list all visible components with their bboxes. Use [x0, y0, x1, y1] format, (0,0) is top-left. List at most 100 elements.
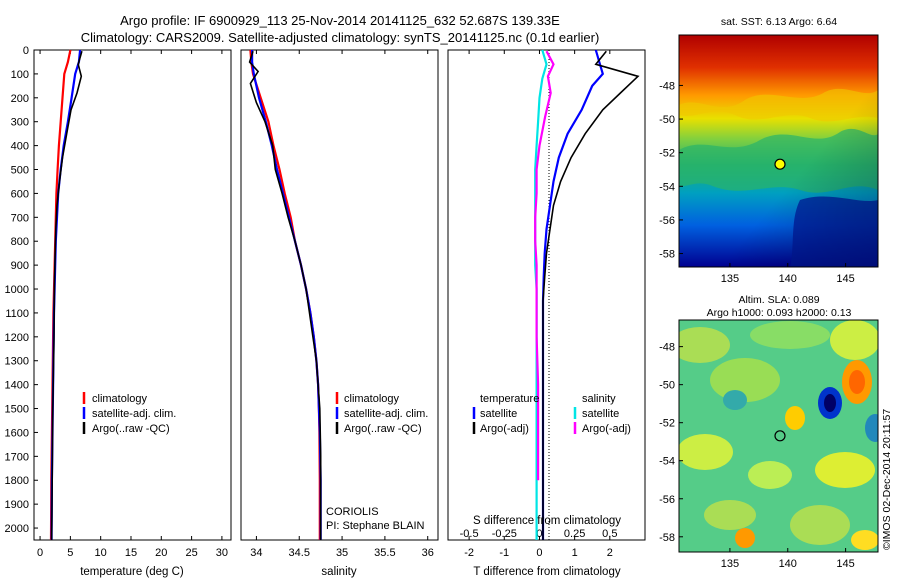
- sst-shade: [679, 35, 878, 267]
- salinity-axes-box: [240, 49, 439, 541]
- legend-label-climatology: climatology: [92, 393, 148, 405]
- lat-tick-label: -52: [659, 418, 675, 430]
- y-tick-label: 1700: [5, 451, 29, 463]
- series-line-temperature-argo-adj-: [542, 50, 640, 540]
- pi-name-label: PI: Stephane BLAIN: [326, 520, 425, 532]
- sla-blob: [851, 530, 878, 550]
- temperature-legend: climatology satellite-adj. clim. Argo(..…: [82, 392, 176, 435]
- y-tick-label: 100: [11, 69, 29, 81]
- lat-tick-label: -56: [659, 494, 675, 506]
- s-diff-tick-label: -0.5: [460, 528, 479, 540]
- y-tick-label: 1500: [5, 404, 29, 416]
- x-tick-label: 30: [216, 547, 228, 559]
- sla-blob: [679, 327, 730, 363]
- sst-map-frame: [678, 34, 879, 268]
- lon-tick-label: 135: [721, 273, 739, 285]
- legend-label-argo: Argo(..raw -QC): [92, 423, 170, 435]
- sla-blob: [824, 394, 836, 412]
- lat-tick-label: -58: [659, 249, 675, 261]
- x-tick-label: 20: [155, 547, 167, 559]
- x-tick-label: 15: [125, 547, 137, 559]
- sla-blob: [830, 320, 878, 360]
- y-tick-label: 1300: [5, 356, 29, 368]
- temperature-x-label: temperature (deg C): [80, 566, 184, 578]
- x-tick-label: 5: [67, 547, 73, 559]
- lat-tick-label: -52: [659, 148, 675, 160]
- sla-blob: [735, 528, 755, 548]
- t-diff-tick-label: -2: [464, 547, 474, 559]
- y-tick-label: 800: [11, 236, 29, 248]
- sla-map-frame: [678, 319, 879, 553]
- lat-tick-label: -50: [659, 114, 675, 126]
- series-line-salinity-argo-adj-: [534, 50, 555, 481]
- y-tick-label: 200: [11, 93, 29, 105]
- sla-field: [679, 320, 878, 552]
- y-tick-label: 300: [11, 117, 29, 129]
- sla-blob: [704, 500, 756, 530]
- difference-series: [534, 49, 640, 540]
- legend-label-argo: Argo(..raw -QC): [344, 423, 422, 435]
- y-tick-label: 1900: [5, 499, 29, 511]
- lon-tick-label: 145: [836, 558, 854, 570]
- x-tick-label: 0: [37, 547, 43, 559]
- figure-title: Argo profile: IF 6900929_113 25-Nov-2014…: [120, 13, 560, 28]
- x-tick-label: 34: [250, 547, 262, 559]
- temperature-axes-box: [33, 49, 232, 541]
- salinity-series: [248, 49, 322, 540]
- sla-map-title: Altim. SLA: 0.089: [738, 294, 819, 306]
- sla-map-axes: 135 140 145 -48 -50 -52 -54 -56 -58: [659, 342, 855, 570]
- y-tick-label: 2000: [5, 523, 29, 535]
- legend-label-temp-argo: Argo(-adj): [480, 423, 529, 435]
- y-tick-label: 1000: [5, 284, 29, 296]
- t-diff-tick-label: -1: [499, 547, 509, 559]
- sst-field: [679, 35, 878, 267]
- legend-label-temp-satellite: satellite: [480, 408, 517, 420]
- t-diff-tick-label: 0: [536, 547, 542, 559]
- lat-tick-label: -56: [659, 215, 675, 227]
- x-tick-label: 35: [336, 547, 348, 559]
- s-diff-tick-label: -0.25: [492, 528, 517, 540]
- s-diff-tick-label: 0.5: [602, 528, 617, 540]
- sla-map-panel: Altim. SLA: 0.089 Argo h1000: 0.093 h200…: [659, 294, 893, 570]
- temperature-series: [49, 49, 83, 541]
- difference-legend: temperature satellite Argo(-adj) salinit…: [472, 393, 631, 435]
- sla-blob: [865, 414, 878, 442]
- s-diff-tick-label: 0.25: [564, 528, 585, 540]
- y-tick-label: 1400: [5, 380, 29, 392]
- y-tick-label: 700: [11, 212, 29, 224]
- sst-map-title: sat. SST: 6.13 Argo: 6.64: [721, 16, 837, 28]
- sla-blob: [679, 434, 733, 470]
- x-tick-label: 34.5: [289, 547, 310, 559]
- y-tick-label: 500: [11, 165, 29, 177]
- salinity-profile-panel: 34 34.5 35 35.5 36 salinity climatology sate…: [240, 49, 439, 578]
- x-tick-label: 10: [95, 547, 107, 559]
- legend-title-temperature: temperature: [480, 393, 539, 405]
- salinity-x-label: salinity: [321, 566, 356, 578]
- temperature-profile-panel: 0100200300400500600700800900100011001200…: [5, 45, 232, 578]
- y-tick-label: 1800: [5, 475, 29, 487]
- lon-tick-label: 140: [779, 273, 797, 285]
- x-tick-label: 35.5: [374, 547, 395, 559]
- depth-axis: 0 100 200 300 400 500 600 700 800 900 1000 1100 1200…: [5, 45, 38, 535]
- legend-label-satellite: satellite-adj. clim.: [344, 408, 428, 420]
- x-tick-label: 36: [422, 547, 434, 559]
- difference-axes-box: [447, 49, 646, 541]
- sla-blob: [748, 461, 792, 489]
- sla-blob: [723, 390, 747, 410]
- y-tick-label: 1200: [5, 332, 29, 344]
- sst-map-panel: sat. SST: 6.13 Argo: 6.64 135 140 145 -48 -5…: [659, 16, 879, 285]
- s-diff-tick-label: 0: [536, 528, 542, 540]
- sla-map-subtitle: Argo h1000: 0.093 h2000: 0.13: [707, 307, 852, 319]
- legend-label-satellite: satellite-adj. clim.: [92, 408, 176, 420]
- y-tick-label: 1100: [5, 308, 29, 320]
- sla-blob: [849, 370, 865, 394]
- y-tick-label: 1600: [5, 427, 29, 439]
- lon-tick-label: 140: [779, 558, 797, 570]
- y-tick-label: 400: [11, 141, 29, 153]
- sla-blob: [790, 505, 850, 545]
- imos-stamp: ©IMOS 02-Dec-2014 20:11:57: [881, 409, 893, 550]
- temperature-x-axis: 0 5 10 15 20 25 30: [37, 50, 228, 559]
- series-line-argo-raw-qc: [50, 50, 83, 541]
- lat-tick-label: -54: [659, 456, 675, 468]
- legend-label-sal-argo: Argo(-adj): [582, 423, 631, 435]
